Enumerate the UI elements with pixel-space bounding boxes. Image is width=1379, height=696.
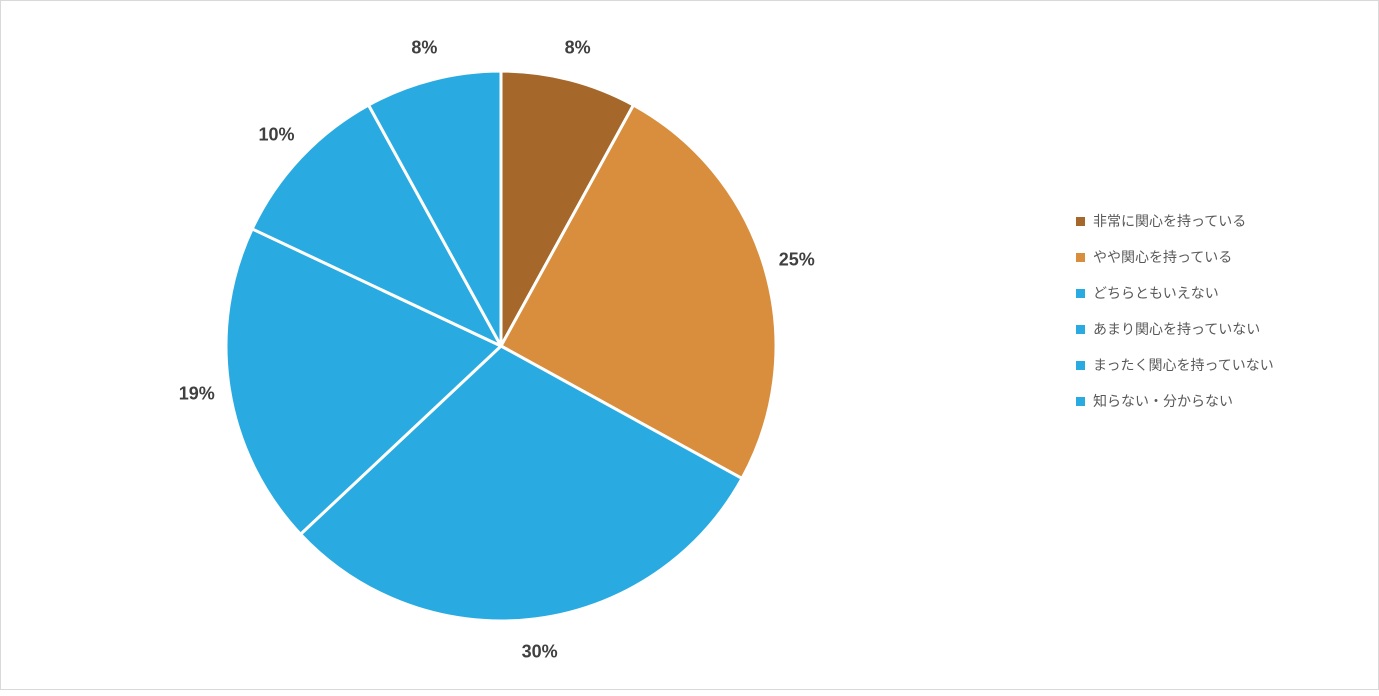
- legend-label: まったく関心を持っていない: [1093, 355, 1274, 375]
- legend-swatch: [1076, 217, 1085, 226]
- legend-item: 知らない・分からない: [1076, 391, 1274, 411]
- chart-container: 8% 25% 30% 19% 10% 8% 非常に関心を持っているやや関心を持っているどち…: [0, 0, 1379, 690]
- legend-swatch: [1076, 397, 1085, 406]
- legend-item: どちらともいえない: [1076, 283, 1274, 303]
- pie-chart-area: 8% 25% 30% 19% 10% 8%: [1, 1, 1001, 691]
- legend-swatch: [1076, 361, 1085, 370]
- pie-chart-svg: [1, 1, 1001, 691]
- legend-swatch: [1076, 289, 1085, 298]
- pie-data-label: 8%: [565, 37, 591, 58]
- legend-item: 非常に関心を持っている: [1076, 211, 1274, 231]
- legend: 非常に関心を持っているやや関心を持っているどちらともいえないあまり関心を持ってい…: [1076, 211, 1274, 427]
- pie-data-label: 8%: [411, 37, 437, 58]
- legend-swatch: [1076, 325, 1085, 334]
- legend-item: まったく関心を持っていない: [1076, 355, 1274, 375]
- pie-data-label: 10%: [258, 125, 294, 146]
- pie-data-label: 30%: [522, 641, 558, 662]
- legend-label: 知らない・分からない: [1093, 391, 1233, 411]
- legend-item: あまり関心を持っていない: [1076, 319, 1274, 339]
- legend-label: あまり関心を持っていない: [1093, 319, 1260, 339]
- pie-data-label: 25%: [779, 250, 815, 271]
- legend-item: やや関心を持っている: [1076, 247, 1274, 267]
- legend-label: やや関心を持っている: [1093, 247, 1232, 267]
- legend-label: どちらともいえない: [1093, 283, 1219, 303]
- legend-swatch: [1076, 253, 1085, 262]
- pie-data-label: 19%: [179, 384, 215, 405]
- legend-label: 非常に関心を持っている: [1093, 211, 1246, 231]
